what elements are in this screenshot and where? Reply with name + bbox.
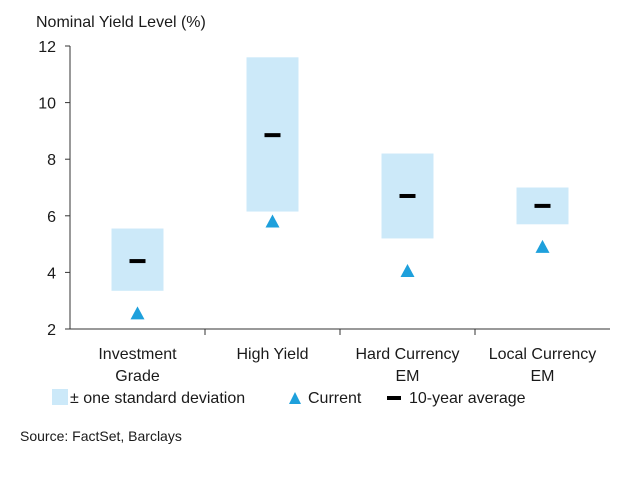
source-note: Source: FactSet, Barclays [20, 428, 182, 444]
legend-swatch-average [387, 396, 401, 400]
legend-label-range: ± one standard deviation [70, 390, 245, 407]
y-tick-label: 8 [47, 152, 56, 169]
average-dash-marker [399, 193, 416, 198]
current-triangle-marker [265, 214, 280, 228]
x-tick-label: Hard Currency [355, 346, 459, 363]
x-tick-label: High Yield [236, 346, 308, 363]
legend-label-current: Current [308, 390, 362, 407]
current-triangle-marker [130, 306, 145, 320]
y-tick-label: 12 [38, 39, 56, 56]
y-tick-label: 2 [47, 322, 56, 339]
x-tick-label: Grade [115, 368, 160, 385]
legend-label-average: 10-year average [409, 390, 526, 407]
x-tick-label: Investment [98, 346, 177, 363]
x-tick-label: EM [396, 368, 420, 385]
legend-swatch-range [52, 389, 68, 405]
average-dash-marker [129, 259, 146, 264]
y-axis-title: Nominal Yield Level (%) [36, 14, 206, 31]
y-tick-label: 6 [47, 209, 56, 226]
legend-swatch-current [289, 392, 301, 404]
current-triangle-marker [535, 239, 550, 253]
y-tick-label: 10 [38, 96, 56, 113]
y-tick-label: 4 [47, 265, 56, 282]
x-tick-label: EM [531, 368, 555, 385]
average-dash-marker [264, 133, 281, 138]
average-dash-marker [534, 203, 551, 208]
x-tick-label: Local Currency [489, 346, 597, 363]
current-triangle-marker [400, 263, 415, 277]
